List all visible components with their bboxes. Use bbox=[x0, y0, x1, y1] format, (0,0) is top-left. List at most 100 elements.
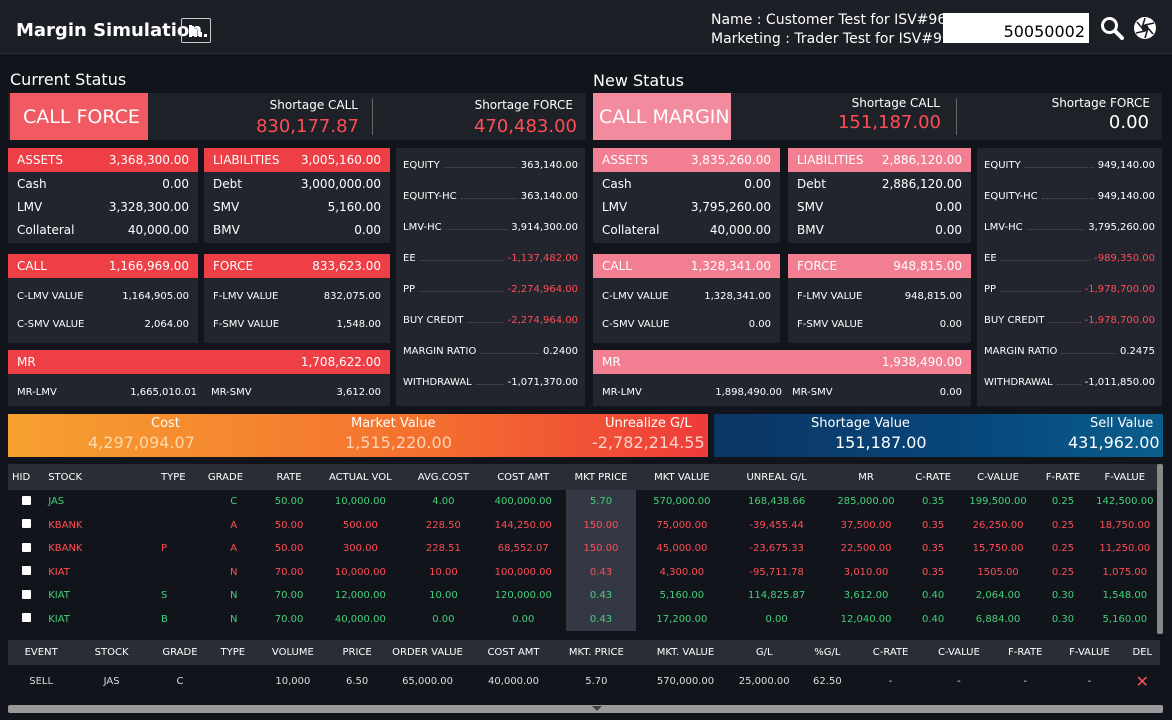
table-cell: - bbox=[1087, 676, 1092, 687]
current-state-badge: CALL FORCE bbox=[10, 93, 148, 140]
column-header[interactable]: C-RATE bbox=[906, 464, 960, 490]
column-header[interactable]: UNREAL G/L bbox=[727, 464, 826, 490]
metric-value: 0.2475 bbox=[1120, 346, 1155, 357]
metric-value: 363,140.00 bbox=[520, 191, 578, 202]
table-cell: N bbox=[229, 566, 238, 578]
portfolio-scrollbar[interactable] bbox=[1157, 464, 1163, 634]
hide-checkbox[interactable] bbox=[21, 589, 31, 599]
table-row[interactable]: KIAT B N 70.00 40,000.00 0.00 0.00 0.43 17,200.0… bbox=[8, 607, 1160, 631]
current-shortage-force-label: Shortage FORCE bbox=[474, 98, 573, 112]
shortage-value-value: 151,187.00 bbox=[835, 433, 927, 452]
hide-checkbox[interactable] bbox=[21, 495, 31, 505]
column-header[interactable]: HID bbox=[8, 464, 45, 490]
table-cell: 142,500.00 bbox=[1096, 496, 1154, 508]
table-cell[interactable]: 150.00 bbox=[565, 513, 637, 537]
table-cell: 0.40 bbox=[921, 613, 945, 625]
table-row[interactable]: KBANK A 50.00 500.00 228.50 144,250.00 150.00 7… bbox=[8, 513, 1160, 537]
table-row[interactable]: JAS C 50.00 10,000.00 4.00 400,000.00 5.70 570,… bbox=[8, 490, 1160, 514]
table-row[interactable]: KIAT N 70.00 10,000.00 10.00 100,000.00 0.43 4,… bbox=[8, 560, 1160, 584]
metric-row: PP -2,274,964.00 bbox=[396, 272, 585, 303]
metric-row: LMV-HC 3,914,300.00 bbox=[396, 210, 585, 241]
column-header[interactable]: AVG.COST bbox=[406, 464, 481, 490]
table-row[interactable]: KBANK P A 50.00 300.00 228.51 68,552.07 150.00 4… bbox=[8, 537, 1160, 561]
new-call-card: CALL 1,328,341.00 C-LMV VALUE 1,328,341.00… bbox=[593, 254, 780, 343]
bar-chart-icon[interactable] bbox=[181, 18, 211, 43]
search-icon[interactable] bbox=[1100, 16, 1124, 40]
column-header[interactable]: STOCK bbox=[44, 464, 158, 490]
account-input[interactable] bbox=[943, 13, 1089, 43]
table-cell: 5,160.00 bbox=[1102, 613, 1148, 625]
column-header[interactable]: MKT VALUE bbox=[636, 464, 728, 490]
metric-value: -1,071,370.00 bbox=[507, 377, 578, 388]
assets-total: 3,368,300.00 bbox=[108, 153, 189, 167]
row-label: LMV bbox=[17, 199, 43, 214]
table-cell: -95,711.78 bbox=[749, 566, 804, 578]
column-header: MKT. VALUE bbox=[637, 640, 734, 665]
table-cell[interactable]: 5.70 bbox=[565, 490, 637, 514]
metric-row: BUY CREDIT -2,274,964.00 bbox=[396, 303, 585, 334]
table-cell: 5,160.00 bbox=[659, 590, 705, 602]
row-label: BMV bbox=[797, 222, 824, 237]
new-assets-card: ASSETS 3,835,260.00 Cash 0.00 LMV 3,795,260… bbox=[593, 148, 780, 243]
aperture-icon[interactable] bbox=[1133, 16, 1157, 40]
table-cell: 25,000.00 bbox=[738, 676, 790, 687]
column-header: DEL bbox=[1124, 640, 1160, 665]
table-cell: KBANK bbox=[48, 543, 83, 555]
row-value: 40,000.00 bbox=[127, 222, 189, 237]
row-label: C-SMV VALUE bbox=[17, 318, 85, 330]
metric-label: BUY CREDIT bbox=[403, 315, 464, 326]
metric-value: -1,978,700.00 bbox=[1084, 315, 1155, 326]
metric-value: -1,137,482.00 bbox=[507, 253, 578, 264]
table-cell[interactable]: 0.43 bbox=[565, 607, 637, 631]
new-liabilities-card: LIABILITIES 2,886,120.00 Debt 2,886,120.00… bbox=[788, 148, 971, 243]
table-cell: 0.30 bbox=[1051, 590, 1075, 602]
page-title: Margin Simulation bbox=[16, 20, 203, 41]
delete-icon[interactable]: ✕ bbox=[1135, 672, 1150, 691]
table-cell: 6,884.00 bbox=[975, 613, 1021, 625]
column-header[interactable]: C-VALUE bbox=[959, 464, 1037, 490]
hide-checkbox[interactable] bbox=[21, 542, 31, 552]
metric-value: -1,978,700.00 bbox=[1084, 284, 1155, 295]
app-header: Margin Simulation Name : Customer Test f… bbox=[0, 0, 1172, 54]
hide-checkbox[interactable] bbox=[21, 613, 31, 623]
column-header[interactable]: F-VALUE bbox=[1089, 464, 1160, 490]
column-header[interactable]: F-RATE bbox=[1036, 464, 1090, 490]
row-value: 832,075.00 bbox=[323, 290, 381, 302]
column-header: G/L bbox=[733, 640, 796, 665]
metric-value: -2,274,964.00 bbox=[507, 315, 578, 326]
column-header[interactable]: ACTUAL VOL bbox=[314, 464, 407, 490]
horizontal-scrollbar[interactable] bbox=[8, 705, 1163, 713]
force-label: FORCE bbox=[213, 259, 254, 273]
column-header: F-VALUE bbox=[1054, 640, 1125, 665]
customer-name: Name : Customer Test for ISV#96 bbox=[711, 12, 947, 28]
metric-row: EE -989,350.00 bbox=[977, 241, 1162, 272]
table-row[interactable]: KIAT S N 70.00 12,000.00 10.00 120,000.00 0.43 5… bbox=[8, 584, 1160, 608]
table-cell[interactable]: 0.43 bbox=[565, 584, 637, 608]
column-header[interactable]: RATE bbox=[263, 464, 315, 490]
liabilities-label: LIABILITIES bbox=[213, 153, 280, 167]
column-header[interactable]: GRADE bbox=[203, 464, 264, 490]
table-cell: 26,250.00 bbox=[972, 519, 1024, 531]
current-liabilities-card: LIABILITIES 3,005,160.00 Debt 3,000,000.00… bbox=[204, 148, 390, 243]
hide-checkbox[interactable] bbox=[21, 566, 31, 576]
mr-smv-label: MR-SMV bbox=[792, 386, 833, 398]
table-cell[interactable]: 150.00 bbox=[565, 537, 637, 561]
table-cell: 50.00 bbox=[274, 543, 304, 555]
column-header[interactable]: TYPE bbox=[157, 464, 204, 490]
table-cell[interactable]: 0.43 bbox=[565, 560, 637, 584]
new-metrics-panel: EQUITY 949,140.00 EQUITY-HC 949,140.00 LMV-H… bbox=[977, 148, 1162, 406]
table-cell: 6.50 bbox=[345, 676, 369, 687]
hide-checkbox[interactable] bbox=[21, 519, 31, 529]
column-header[interactable]: MR bbox=[825, 464, 907, 490]
column-header[interactable]: COST AMT bbox=[480, 464, 566, 490]
metric-value: 949,140.00 bbox=[1097, 191, 1155, 202]
column-header[interactable]: MKT PRICE bbox=[565, 464, 637, 490]
column-header: MKT. PRICE bbox=[554, 640, 638, 665]
metric-value: 3,914,300.00 bbox=[511, 222, 578, 233]
metric-value: 363,140.00 bbox=[520, 160, 578, 171]
row-value: 0.00 bbox=[748, 318, 771, 330]
order-row: SELL JAS C 10,000 6.50 65,000.00 40,000.00 5.70… bbox=[8, 665, 1160, 698]
table-cell: 1505.00 bbox=[977, 566, 1019, 578]
metric-label: EQUITY-HC bbox=[403, 191, 457, 202]
table-cell: 10,000.00 bbox=[334, 566, 386, 578]
